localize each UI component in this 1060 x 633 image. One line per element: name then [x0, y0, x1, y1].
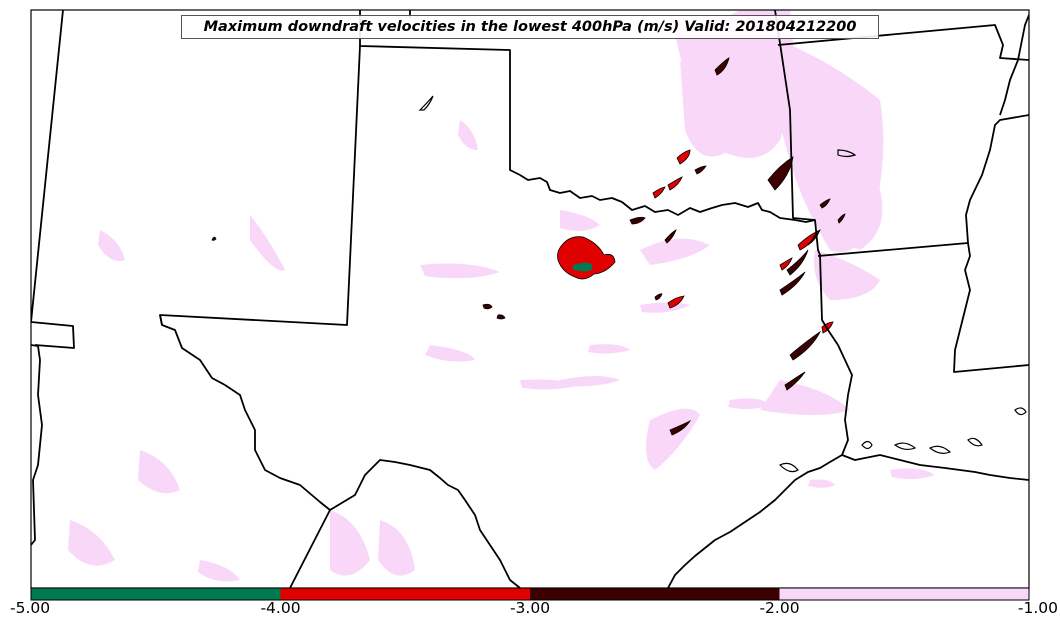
moderate-downdraft-contours [211, 57, 846, 436]
coastline-details [418, 95, 1027, 473]
strong-downdraft-contours [557, 149, 834, 334]
colorbar-tick-label: -1.00 [1017, 599, 1058, 617]
colorbar-bin-3 [779, 588, 1029, 600]
colorbar-tick-label: -5.00 [10, 599, 51, 617]
weak-downdraft-contours [68, 10, 935, 582]
map-background [31, 10, 1029, 588]
map-title: Maximum downdraft velocities in the lowe… [181, 15, 879, 39]
colorbar-tick-label: -4.00 [260, 599, 301, 617]
colorbar-bin-0 [31, 588, 281, 600]
colorbar-bin-2 [530, 588, 780, 600]
colorbar [31, 588, 1029, 600]
colorbar-bin-1 [280, 588, 530, 600]
colorbar-tick-label: -3.00 [509, 599, 551, 617]
colorbar-frame [30, 587, 1030, 601]
colorbar-tick-label: -2.00 [759, 599, 800, 617]
strongest-downdraft-contours [572, 262, 593, 272]
state-boundaries [31, 10, 1029, 588]
